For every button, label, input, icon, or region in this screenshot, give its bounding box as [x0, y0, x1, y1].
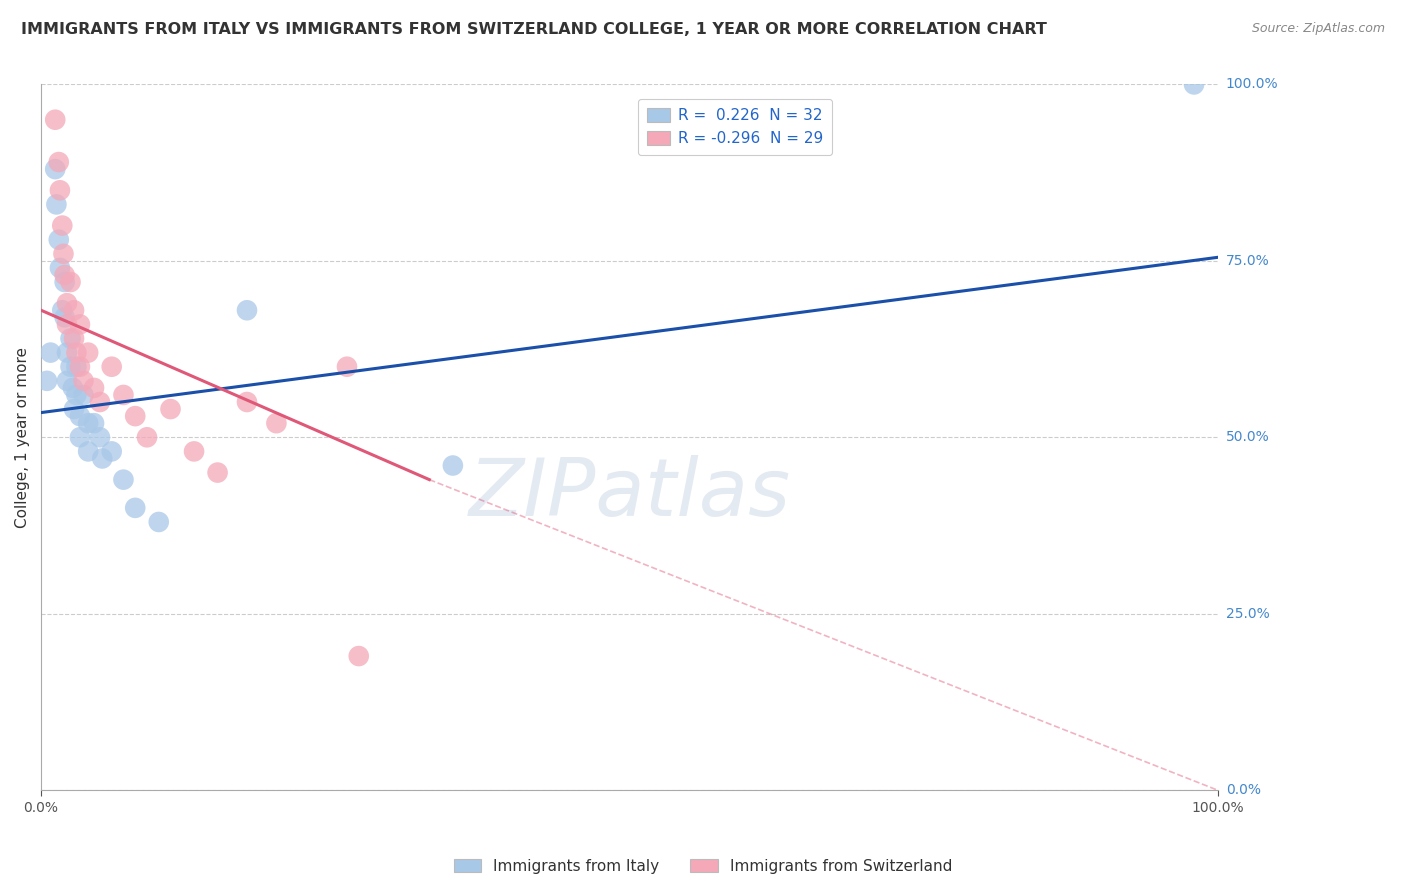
- Point: [69, 318, 91, 332]
- Point: [441, 458, 464, 473]
- Point: [65, 345, 87, 359]
- Text: Source: ZipAtlas.com: Source: ZipAtlas.com: [1251, 22, 1385, 36]
- Point: [39, 345, 62, 359]
- Point: [159, 402, 181, 417]
- Point: [51, 219, 73, 233]
- Point: [124, 409, 146, 424]
- Point: [53, 310, 76, 325]
- Point: [69, 409, 91, 424]
- Point: [89, 395, 111, 409]
- Point: [44, 112, 66, 127]
- Point: [89, 430, 111, 444]
- Point: [45, 197, 67, 211]
- Point: [72, 388, 94, 402]
- Point: [65, 359, 87, 374]
- Point: [148, 515, 170, 529]
- Point: [63, 402, 86, 417]
- Point: [65, 388, 87, 402]
- Point: [44, 162, 66, 177]
- Point: [83, 381, 105, 395]
- Point: [53, 268, 76, 282]
- Text: 0.0%: 0.0%: [1226, 783, 1261, 797]
- Point: [72, 374, 94, 388]
- Point: [236, 303, 259, 318]
- Text: 75.0%: 75.0%: [1226, 254, 1270, 268]
- Point: [62, 381, 84, 395]
- Point: [77, 416, 100, 430]
- Point: [112, 388, 135, 402]
- Y-axis label: College, 1 year or more: College, 1 year or more: [15, 347, 30, 528]
- Point: [100, 359, 122, 374]
- Point: [53, 275, 76, 289]
- Text: 25.0%: 25.0%: [1226, 607, 1270, 621]
- Point: [49, 183, 72, 197]
- Point: [63, 331, 86, 345]
- Point: [35, 374, 58, 388]
- Point: [124, 500, 146, 515]
- Point: [48, 155, 70, 169]
- Point: [59, 275, 82, 289]
- Point: [77, 345, 100, 359]
- Point: [56, 374, 79, 388]
- Point: [69, 430, 91, 444]
- Point: [48, 233, 70, 247]
- Point: [56, 318, 79, 332]
- Text: ZIPatlas: ZIPatlas: [468, 455, 790, 533]
- Point: [77, 444, 100, 458]
- Point: [52, 247, 75, 261]
- Point: [91, 451, 114, 466]
- Point: [59, 331, 82, 345]
- Point: [69, 359, 91, 374]
- Text: 100.0%: 100.0%: [1226, 78, 1278, 92]
- Point: [266, 416, 288, 430]
- Text: IMMIGRANTS FROM ITALY VS IMMIGRANTS FROM SWITZERLAND COLLEGE, 1 YEAR OR MORE COR: IMMIGRANTS FROM ITALY VS IMMIGRANTS FROM…: [21, 22, 1047, 37]
- Point: [207, 466, 229, 480]
- Text: 50.0%: 50.0%: [1226, 430, 1270, 444]
- Point: [56, 296, 79, 310]
- Point: [336, 359, 359, 374]
- Point: [347, 648, 370, 663]
- Point: [136, 430, 159, 444]
- Point: [112, 473, 135, 487]
- Legend: Immigrants from Italy, Immigrants from Switzerland: Immigrants from Italy, Immigrants from S…: [447, 853, 959, 880]
- Point: [56, 345, 79, 359]
- Point: [51, 303, 73, 318]
- Point: [100, 444, 122, 458]
- Point: [59, 359, 82, 374]
- Point: [63, 303, 86, 318]
- Point: [49, 260, 72, 275]
- Point: [236, 395, 259, 409]
- Point: [183, 444, 205, 458]
- Point: [83, 416, 105, 430]
- Point: [1182, 78, 1205, 92]
- Legend: R =  0.226  N = 32, R = -0.296  N = 29: R = 0.226 N = 32, R = -0.296 N = 29: [638, 99, 832, 155]
